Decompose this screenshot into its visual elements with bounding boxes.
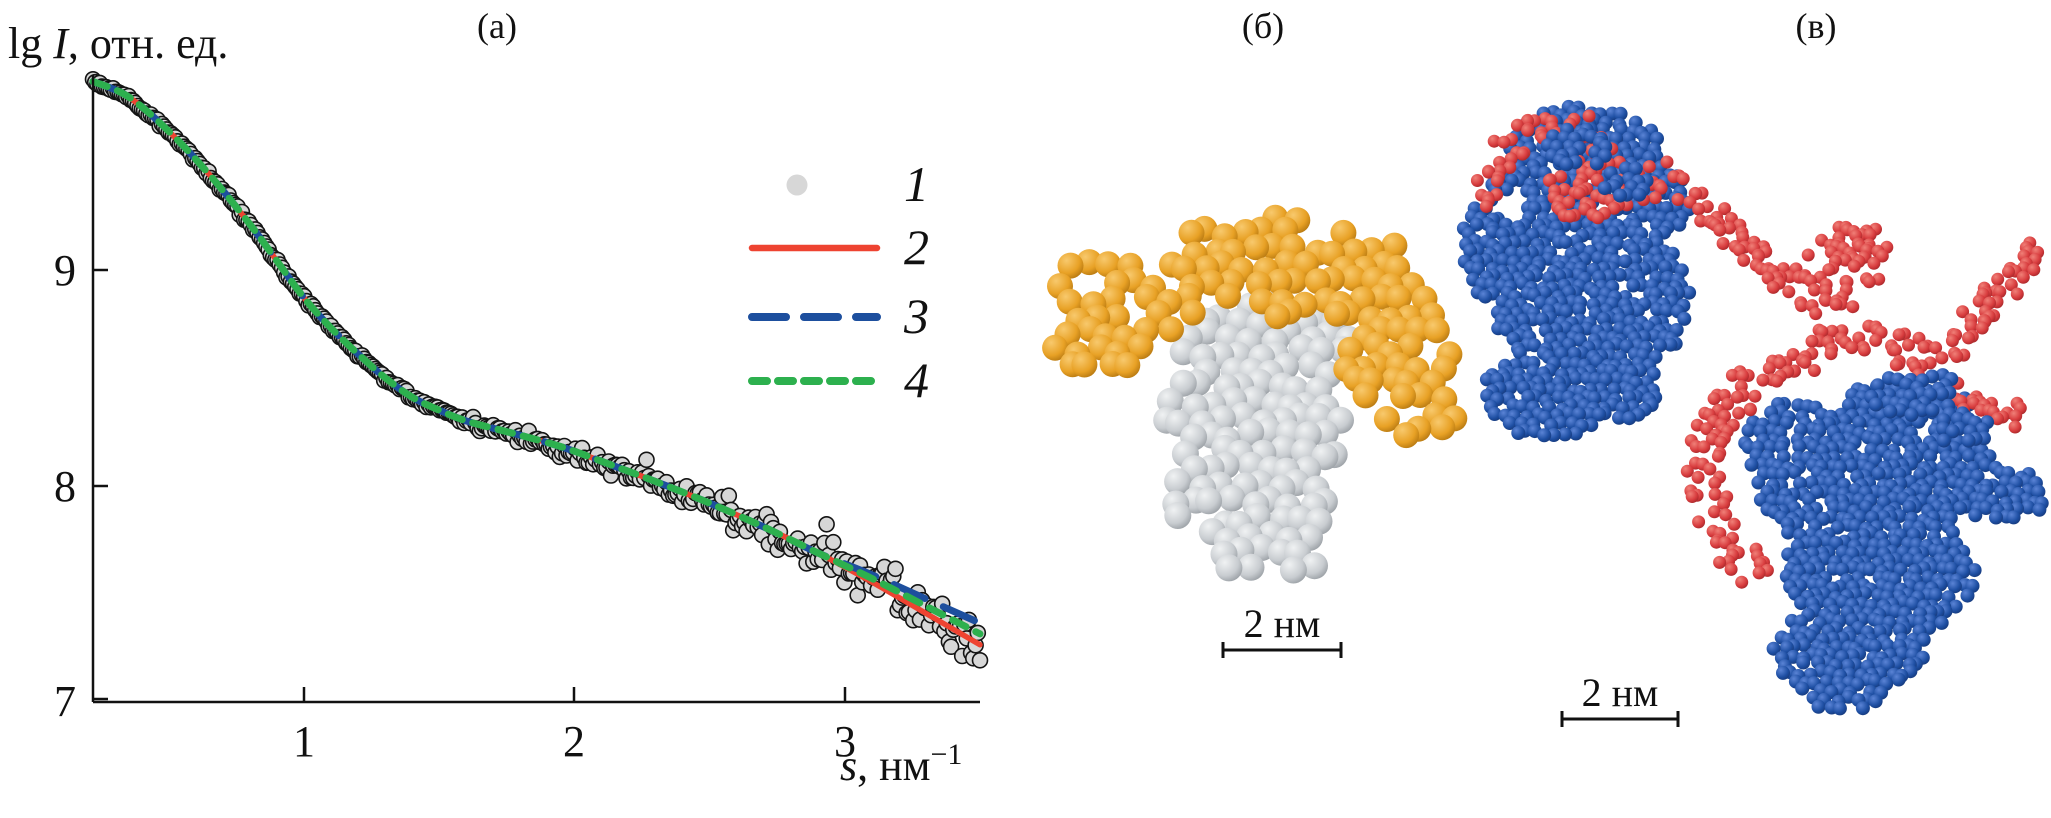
model-top-left xyxy=(1456,99,1894,443)
x-tick-label-3: 3 xyxy=(834,717,856,766)
atomic-models xyxy=(1456,99,2049,716)
legend-label-1: 1 xyxy=(904,156,929,212)
y-axis-title: lg I, отн. ед. xyxy=(8,19,228,68)
panel-b: (б) 2 нм xyxy=(1042,6,1468,658)
fit-line-green xyxy=(89,78,984,638)
scale-bar-b: 2 нм xyxy=(1221,601,1343,658)
legend-marker-data-points xyxy=(786,174,808,196)
legend: 1 2 3 4 xyxy=(748,156,929,408)
x-axis-title: s, нм−1 xyxy=(840,738,962,790)
x-tick-label-2: 2 xyxy=(563,717,585,766)
legend-label-3: 3 xyxy=(903,288,929,344)
saxs-plot-content xyxy=(84,71,989,669)
scatter-points xyxy=(84,71,989,669)
model-bottom-right xyxy=(1680,236,2049,716)
panel-v: (в) 2 нм xyxy=(1456,6,2049,727)
bead-model xyxy=(1042,204,1468,584)
bead-phase-gray xyxy=(1153,290,1363,584)
y-tick-label-7: 7 xyxy=(54,677,76,726)
bead-phase-orange xyxy=(1042,204,1468,449)
scale-bar-v-label: 2 нм xyxy=(1582,670,1659,715)
scale-bar-v: 2 нм xyxy=(1560,670,1680,727)
panel-a-label: (а) xyxy=(477,6,517,46)
y-tick-label-9: 9 xyxy=(54,246,76,295)
panel-v-label: (в) xyxy=(1796,6,1837,46)
panel-a: (а) lg I, отн. ед. 9 8 7 1 2 3 s, нм−1 1… xyxy=(8,6,989,790)
scale-bar-b-label: 2 нм xyxy=(1244,601,1321,646)
legend-label-4: 4 xyxy=(904,352,929,408)
legend-label-2: 2 xyxy=(904,219,929,275)
x-tick-label-1: 1 xyxy=(293,717,315,766)
panel-b-label: (б) xyxy=(1242,6,1284,46)
y-tick-label-8: 8 xyxy=(54,462,76,511)
fit-line-blue xyxy=(89,78,984,627)
